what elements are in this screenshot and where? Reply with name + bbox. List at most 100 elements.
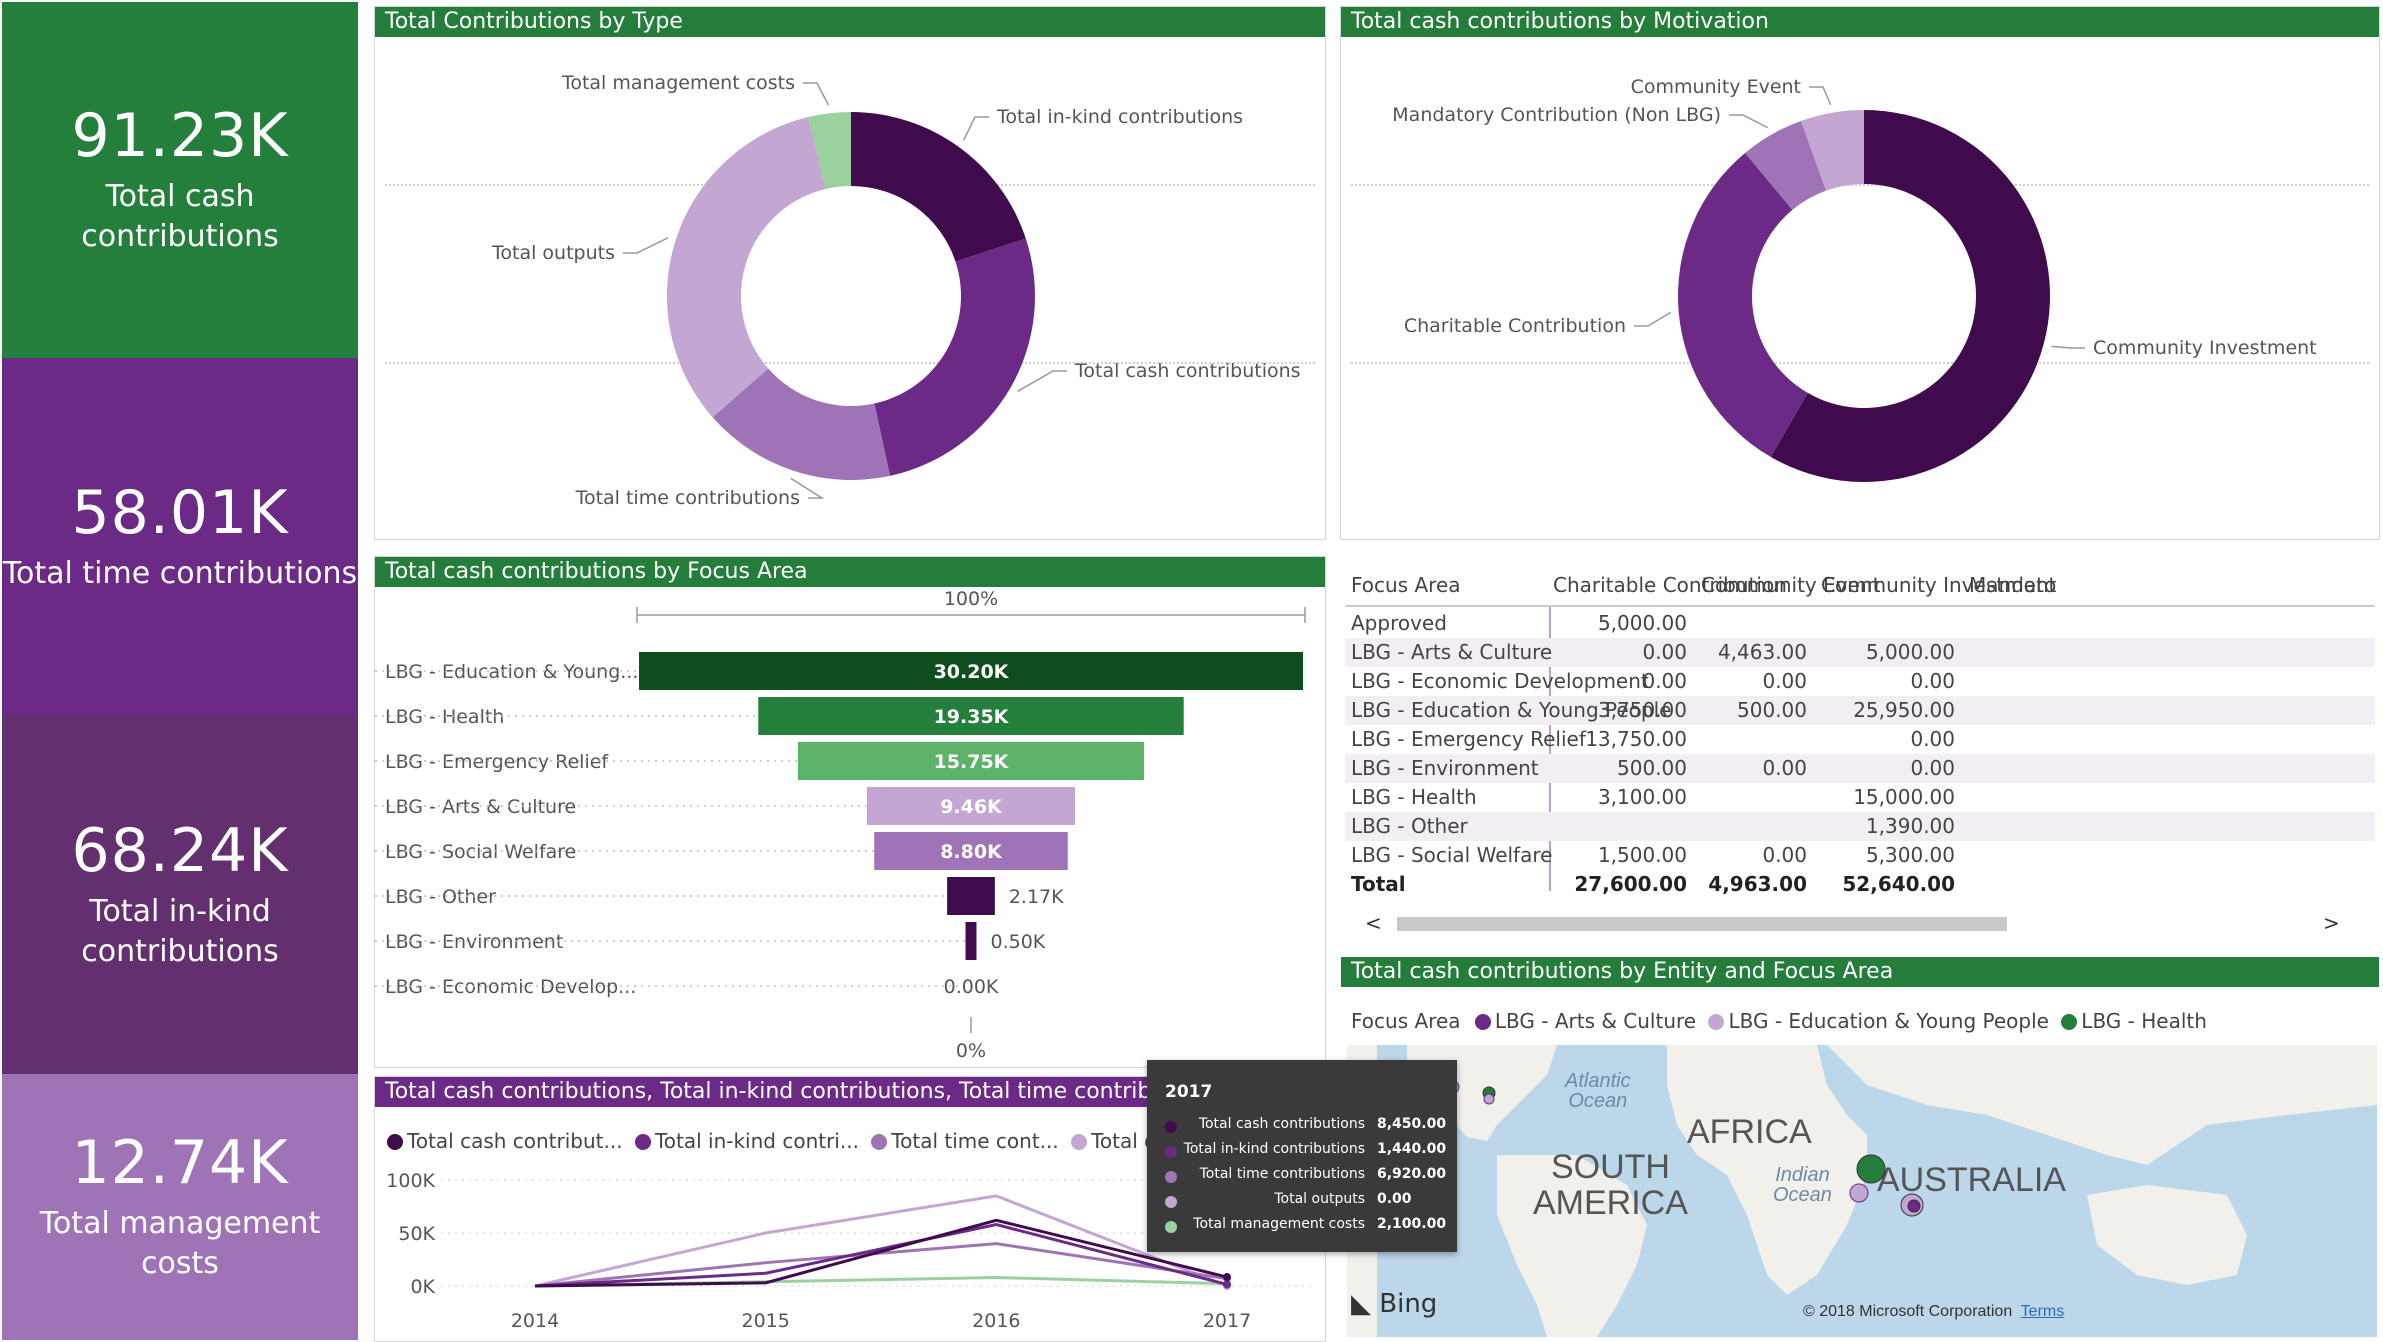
funnel-bar[interactable] [639,652,1303,690]
donut-slice[interactable] [851,112,1026,262]
legend-item[interactable]: LBG - Education & Young People [1708,1009,2049,1033]
funnel-bar[interactable] [797,742,1145,780]
map-bubble [1483,1093,1495,1105]
legend-item[interactable]: LBG - Arts & Culture [1474,1009,1696,1033]
map-bubble [1849,1183,1869,1203]
table-row[interactable]: LBG - Arts & Culture 0.00 4,463.00 5,000.00 [1345,638,2375,667]
funnel-value-label: 2.17K [1009,886,1064,908]
table-cell: 27,600.00 [1574,872,1687,896]
table-row[interactable]: LBG - Education & Young People 3,750.00 50… [1345,696,2375,725]
donut-slice[interactable] [1678,152,1808,457]
slice-label: Total outputs [491,242,615,264]
tooltip-value: 1,440.00 [1377,1141,1447,1157]
table-cell: LBG - Environment [1351,756,1539,780]
table-row[interactable]: Approved 5,000.00 [1345,609,2375,638]
panel-matrix-table[interactable]: Focus Area Charitable Contribution Communi… [1340,556,2380,948]
table-header-cell[interactable]: Focus Area [1351,573,1461,597]
series-line[interactable] [534,1222,1228,1288]
tooltip-row: Total in-kind contributions 1,440.00 [1147,1141,1457,1166]
funnel-category-label: LBG - Arts & Culture [385,796,576,818]
map-label-south-america: SOUTH AMERICA [1533,1148,1688,1222]
funnel-bar[interactable] [947,877,995,915]
tooltip-value: 0.00 [1377,1191,1412,1207]
scroll-thumb[interactable] [1397,917,2007,931]
matrix-table[interactable]: Focus Area Charitable Contribution Communi… [1345,557,2375,897]
tooltip-label: Total outputs [1274,1191,1365,1207]
table-row[interactable]: LBG - Social Welfare 1,500.00 0.00 5,300.00 [1345,841,2375,870]
legend-item[interactable]: Total in-kind contri... [634,1129,859,1153]
table-row[interactable]: LBG - Health 3,100.00 15,000.00 [1345,783,2375,812]
table-cell: LBG - Health [1351,785,1477,809]
funnel-value-label: 9.46K [940,796,1003,818]
kpi-card-inkind: 68.24K Total in-kind contributions [2,716,358,1074]
donut-chart-motivation[interactable]: Community Investment Charitable Contribut… [1341,37,2379,537]
funnel-bar[interactable] [867,787,1075,825]
funnel-category-label: LBG - Economic Develop... [385,976,636,998]
funnel-chart[interactable]: 100% LBG - Education & Young... 30.20K LBG … [375,587,1325,1065]
table-cell: 13,750.00 [1585,727,1687,751]
funnel-bar[interactable] [965,922,977,960]
terms-link[interactable]: Terms [2020,1303,2065,1320]
legend-item[interactable]: Total cash contribut... [387,1129,623,1153]
panel-contributions-by-type[interactable]: Total Contributions by Type Total in-kin… [374,6,1326,540]
series-point[interactable] [1223,1280,1231,1289]
table-cell: LBG - Economic Development [1351,669,1649,693]
table-row[interactable]: LBG - Emergency Relief 13,750.00 0.00 [1345,725,2375,754]
donut-slice[interactable] [874,238,1035,476]
table-cell: LBG - Emergency Relief [1351,727,1586,751]
donut-slice[interactable] [1801,110,1864,191]
panel-map[interactable]: Total cash contributions by Entity and F… [1340,956,2380,1342]
funnel-category-label: LBG - Education & Young... [385,661,638,683]
scroll-right-button[interactable]: > [2323,911,2340,935]
table-header-cell[interactable]: Community Investment [1821,573,2057,597]
kpi-value: 58.01K [71,477,289,548]
map-label-atlantic: Atlantic Ocean [1565,1070,1631,1112]
panel-cash-by-motivation[interactable]: Total cash contributions by Motivation C… [1340,6,2380,540]
legend-dot [1474,1014,1491,1030]
funnel-category-label: LBG - Other [385,886,496,908]
scroll-left-button[interactable]: < [1365,911,1382,935]
series-line[interactable] [534,1194,1228,1288]
map-bubble [1856,1154,1886,1184]
table-total-row[interactable]: Total 27,600.00 4,963.00 52,640.00 [1345,870,2375,897]
donut-slice[interactable] [1745,120,1827,210]
series-point[interactable] [1223,1273,1231,1282]
kpi-label: Total cash contributions [81,178,279,255]
funnel-value-label: 30.20K [934,661,1010,683]
series-line[interactable] [534,1218,1228,1288]
table-cell: Approved [1351,611,1447,635]
tooltip-row: Total management costs 2,100.00 [1147,1216,1457,1241]
tooltip-year: 2017 [1165,1082,1213,1102]
donut-chart-type[interactable]: Total in-kind contributions Total cash co… [375,37,1325,537]
table-cell: 0.00 [1642,669,1687,693]
donut-slice[interactable] [808,112,851,189]
legend-item[interactable]: LBG - Health [2061,1009,2207,1033]
donut-slice[interactable] [712,368,891,481]
x-tick-label: 2016 [972,1310,1020,1332]
funnel-bar[interactable] [758,697,1184,735]
kpi-card-time: 58.01K Total time contributions [2,358,358,716]
table-cell: 0.00 [1762,669,1807,693]
slice-label: Total cash contributions [1074,360,1301,382]
table-header-cell[interactable]: Community Event [1701,573,1881,597]
leader-line [1729,114,1769,129]
legend-item[interactable]: Total time cont... [871,1129,1059,1153]
horizontal-scrollbar[interactable]: < > [1345,911,2340,935]
table-row[interactable]: LBG - Environment 500.00 0.00 0.00 [1345,754,2375,783]
x-tick-label: 2014 [511,1310,559,1332]
table-row[interactable]: LBG - Other 1,390.00 [1345,812,2375,841]
map-bubbles [1446,1080,1924,1217]
series-line[interactable] [534,1242,1228,1288]
table-cell [1657,609,1807,638]
table-header-cell[interactable]: Mandato [1969,573,2057,597]
map-canvas[interactable]: Atlantic Ocean AFRICA SOUTH AMERICA Indi… [1347,1045,2377,1337]
donut-slice[interactable] [1770,110,2050,482]
panel-cash-by-focus-area[interactable]: Total cash contributions by Focus Area 1… [374,556,1326,1068]
funnel-bar[interactable] [874,832,1068,870]
table-header-cell[interactable]: Charitable Contribution [1553,573,1787,597]
donut-slice[interactable] [667,117,826,418]
tooltip-dot [1165,1196,1177,1208]
table-cell: 0.00 [1910,727,1955,751]
tooltip-dot [1165,1171,1177,1183]
table-row[interactable]: LBG - Economic Development 0.00 0.00 0.00 [1345,667,2375,696]
